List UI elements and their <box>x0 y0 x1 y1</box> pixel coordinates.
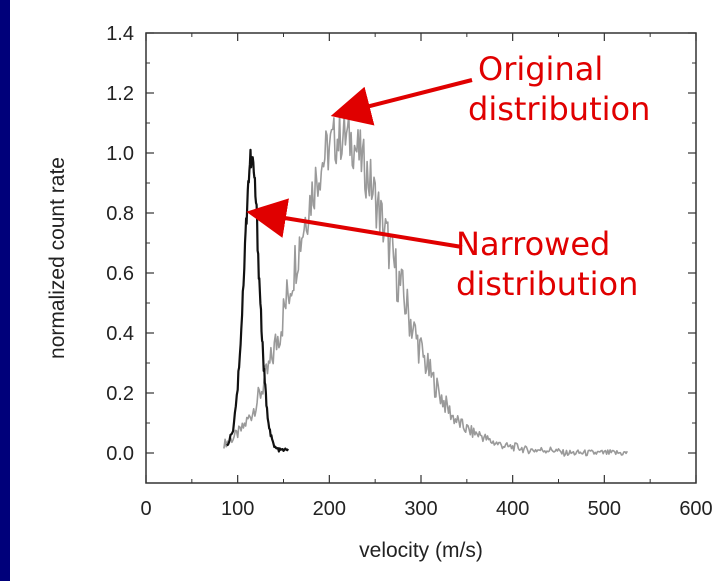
y-tick-label: 1.4 <box>106 23 134 45</box>
x-tick-label: 0 <box>140 498 151 520</box>
y-tick-label: 0.4 <box>106 323 134 345</box>
x-tick-label: 300 <box>404 498 437 520</box>
narrowed-arrow <box>246 198 463 249</box>
original-arrow <box>330 78 473 126</box>
original-label-line2: distribution <box>468 90 650 128</box>
original-label-line1: Original <box>478 50 603 88</box>
x-tick-label: 600 <box>679 498 712 520</box>
y-tick-label: 0.8 <box>106 203 134 225</box>
x-tick-label: 400 <box>496 498 529 520</box>
velocity-distribution-chart: 0 100 200 300 400 500 600 0.0 0.2 0.4 0.6 0.8 1.0 1.2… <box>46 23 713 562</box>
y-tick-label: 1.2 <box>106 83 134 105</box>
y-tick-label: 1.0 <box>106 143 134 165</box>
x-tick-label: 200 <box>313 498 346 520</box>
y-tick-label: 0.6 <box>106 263 134 285</box>
original-distribution-line <box>223 113 629 457</box>
y-axis-title: normalized count rate <box>46 157 69 359</box>
x-tick-label: 500 <box>588 498 621 520</box>
chart-panel: 0 100 200 300 400 500 600 0.0 0.2 0.4 0.6 0.8 1.0 1.2… <box>10 0 728 581</box>
x-tick-label: 100 <box>221 498 254 520</box>
narrowed-label-line1: Narrowed <box>456 225 610 263</box>
y-tick-label: 0.0 <box>106 443 134 465</box>
x-axis-title: velocity (m/s) <box>359 539 483 562</box>
narrowed-label-line2: distribution <box>456 265 638 303</box>
y-tick-label: 0.2 <box>106 383 134 405</box>
